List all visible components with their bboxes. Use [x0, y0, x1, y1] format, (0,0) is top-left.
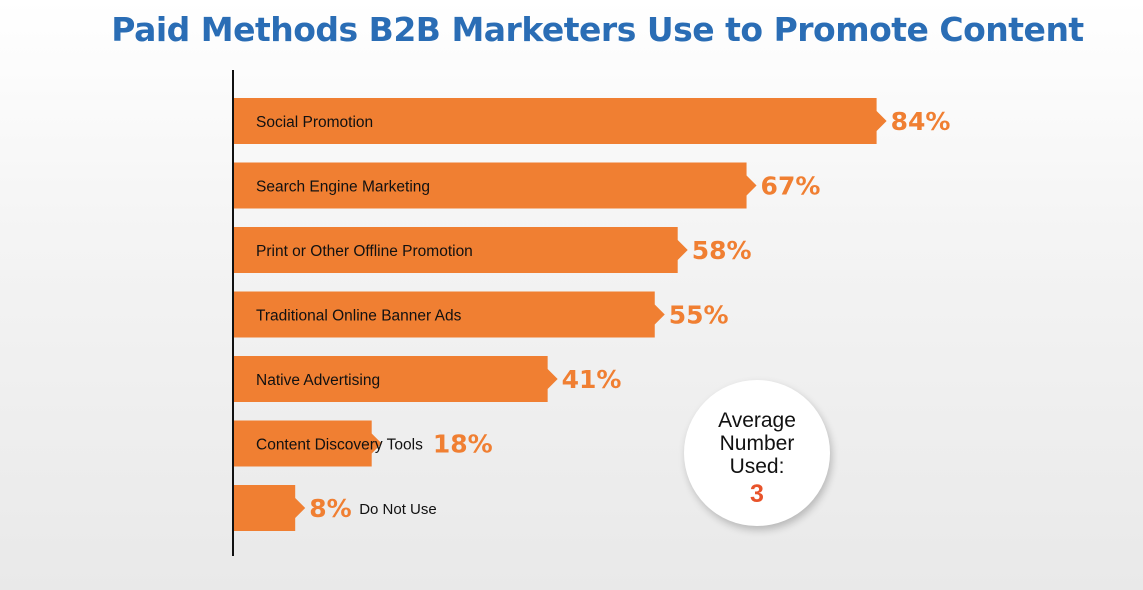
bar-category-label: Traditional Online Banner Ads: [256, 308, 462, 325]
bar-category-label: Search Engine Marketing: [256, 179, 430, 196]
chart-title: Paid Methods B2B Marketers Use to Promot…: [111, 10, 1084, 49]
average-number-label: Average Number Used:: [684, 409, 830, 478]
bar-value-label: 67%: [761, 172, 821, 201]
bar-category-label: Native Advertising: [256, 372, 380, 389]
bar: [234, 356, 558, 402]
bar: [234, 98, 887, 144]
bar-value-label: 55%: [669, 301, 729, 330]
average-label-line-2: Number: [719, 432, 795, 455]
average-number-callout: Average Number Used: 3: [684, 380, 830, 526]
bar: [234, 420, 382, 467]
bar: [234, 227, 688, 273]
bar: [234, 162, 757, 209]
bar-value-label: 8%: [309, 494, 351, 523]
average-number-value: 3: [750, 480, 764, 508]
bar-category-label: Social Promotion: [256, 114, 373, 131]
bar: [234, 485, 306, 531]
bar-category-label: Do Not Use: [359, 501, 437, 518]
average-label-line-3: Used:: [729, 455, 785, 478]
bar: [234, 291, 665, 338]
bar-value-label: 41%: [562, 365, 622, 394]
average-label-line-1: Average: [718, 409, 796, 432]
bar-category-label: Print or Other Offline Promotion: [256, 243, 473, 260]
bar-category-label: Content Discovery Tools: [256, 437, 423, 454]
bar-value-label: 18%: [433, 430, 493, 459]
bar-value-label: 58%: [692, 236, 752, 265]
bar-value-label: 84%: [891, 107, 951, 136]
